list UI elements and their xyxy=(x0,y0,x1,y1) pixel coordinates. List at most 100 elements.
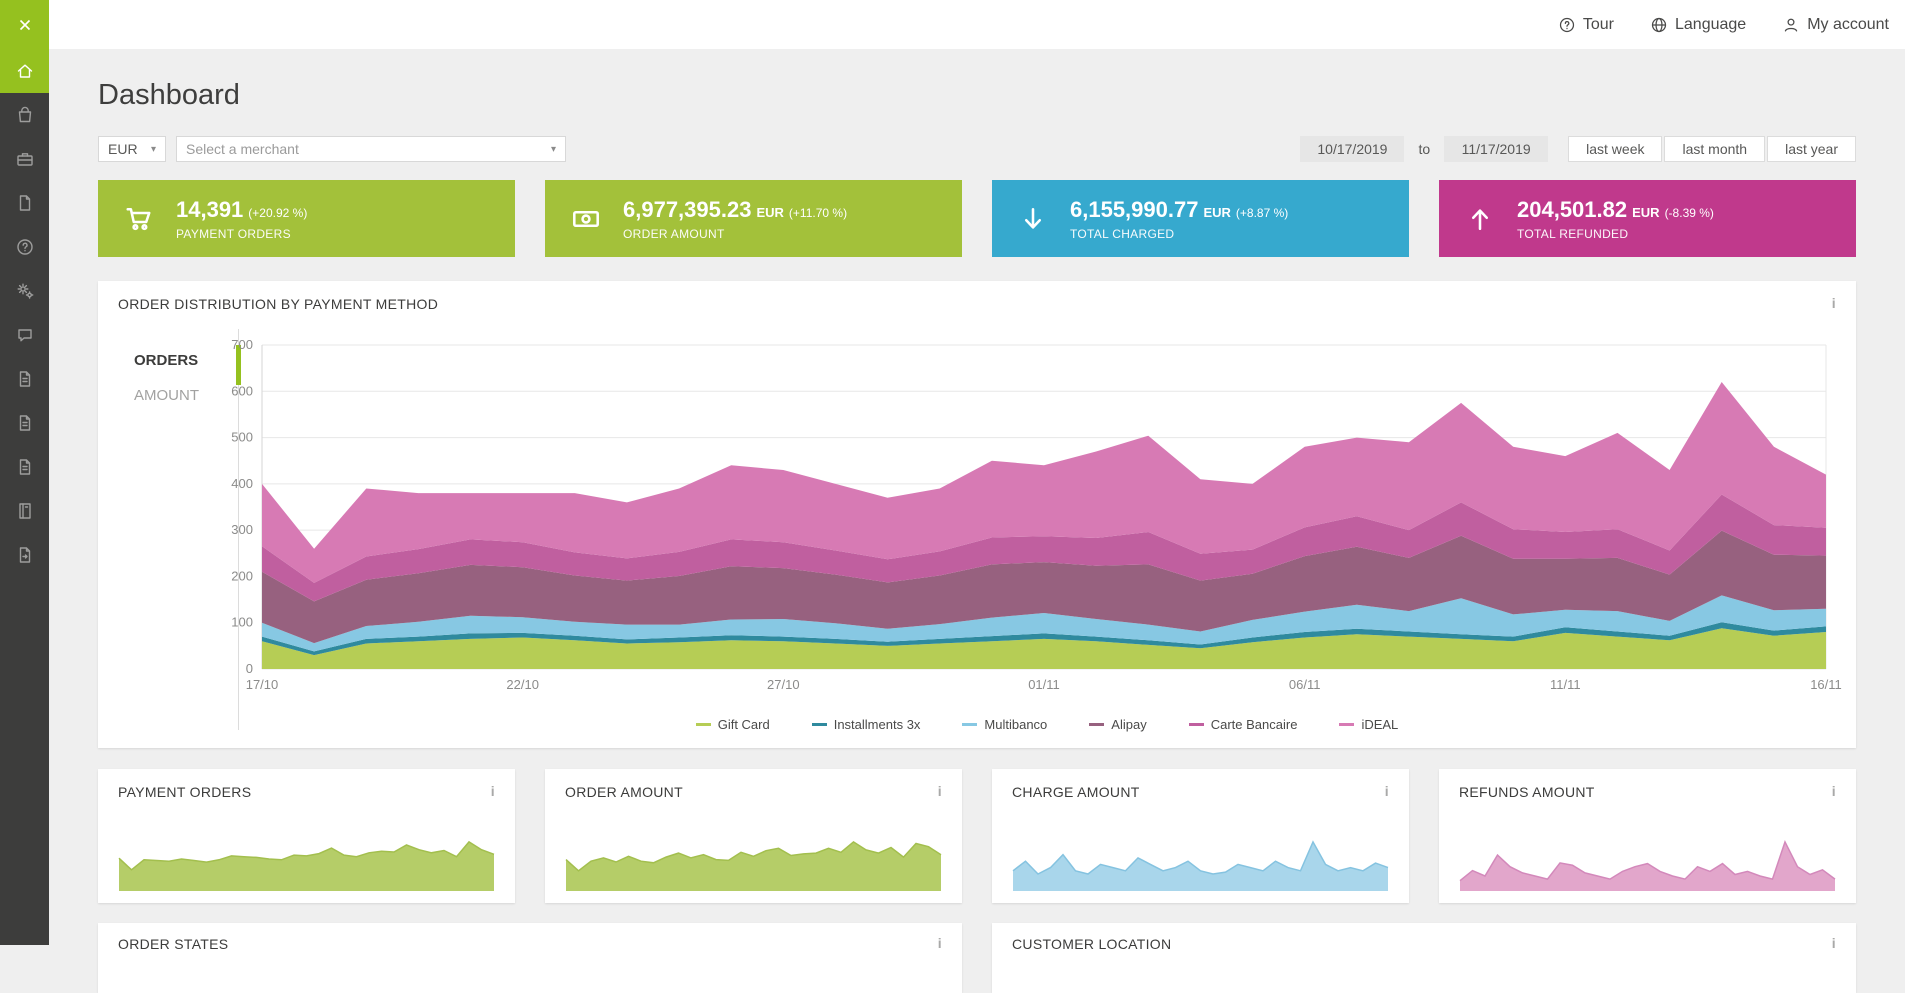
svg-text:400: 400 xyxy=(231,476,253,491)
currency-select[interactable]: EUR ▾ xyxy=(98,136,166,162)
legend-swatch xyxy=(962,723,977,726)
kpi-label: TOTAL CHARGED xyxy=(1070,227,1288,241)
chart-legend: Gift Card Installments 3x Multibanco Alipay… xyxy=(238,717,1856,732)
topbar-items: Tour Language My account xyxy=(1558,16,1889,34)
merchant-placeholder: Select a merchant xyxy=(186,141,299,157)
help-icon xyxy=(15,237,35,257)
globe-icon xyxy=(1650,16,1668,34)
card-title: ORDER AMOUNT xyxy=(565,784,683,800)
legend-item-gift-card[interactable]: Gift Card xyxy=(696,717,770,732)
date-to-input[interactable]: 11/17/2019 xyxy=(1444,136,1548,162)
kpi-label: TOTAL REFUNDED xyxy=(1517,227,1714,241)
legend-item-ideal[interactable]: iDEAL xyxy=(1339,717,1398,732)
kpi-currency: EUR xyxy=(1632,205,1659,220)
svg-text:01/11: 01/11 xyxy=(1028,677,1060,692)
info-icon[interactable]: i xyxy=(938,784,942,798)
card-title: CUSTOMER LOCATION xyxy=(1012,936,1171,952)
kpi-currency: EUR xyxy=(756,205,783,220)
sparkline-chart xyxy=(118,835,495,891)
help-circle-icon xyxy=(1558,16,1576,34)
banknote-icon xyxy=(571,204,601,234)
topbar-tour[interactable]: Tour xyxy=(1558,16,1614,34)
kpi-value: 204,501.82 xyxy=(1517,197,1627,222)
sidebar-item-ledger[interactable] xyxy=(0,489,49,533)
info-icon[interactable]: i xyxy=(491,784,495,798)
sidebar-item-export[interactable] xyxy=(0,533,49,577)
sidebar-item-report-2[interactable] xyxy=(0,401,49,445)
filter-row: EUR ▾ Select a merchant ▾ 10/17/2019 to … xyxy=(98,136,1856,162)
svg-text:27/10: 27/10 xyxy=(767,677,800,692)
svg-text:11/11: 11/11 xyxy=(1550,677,1581,692)
arrow-down-icon xyxy=(1018,204,1048,234)
legend-swatch xyxy=(1339,723,1354,726)
svg-text:300: 300 xyxy=(231,522,253,537)
sidebar-item-chat[interactable] xyxy=(0,313,49,357)
date-from-input[interactable]: 10/17/2019 xyxy=(1300,136,1404,162)
report-2-icon xyxy=(15,413,35,433)
close-icon[interactable] xyxy=(0,0,49,49)
kpi-label: PAYMENT ORDERS xyxy=(176,227,307,241)
legend-label: Gift Card xyxy=(718,717,770,732)
shopping-bag-icon xyxy=(15,105,35,125)
svg-text:200: 200 xyxy=(231,568,253,583)
sidebar-item-briefcase[interactable] xyxy=(0,137,49,181)
card-title: PAYMENT ORDERS xyxy=(118,784,251,800)
sparkline-chart xyxy=(1012,835,1389,891)
legend-swatch xyxy=(1089,723,1104,726)
sidebar-item-report-3[interactable] xyxy=(0,445,49,489)
info-icon[interactable]: i xyxy=(1832,936,1836,950)
card-order-amount: ORDER AMOUNT i xyxy=(545,769,962,903)
sidebar-item-shopping-bag[interactable] xyxy=(0,93,49,137)
legend-label: Carte Bancaire xyxy=(1211,717,1298,732)
info-icon[interactable]: i xyxy=(1832,296,1836,310)
kpi-payment-orders: 14,391(+20.92 %)PAYMENT ORDERS xyxy=(98,180,515,257)
page-title: Dashboard xyxy=(98,79,1856,112)
kpi-delta: (+8.87 %) xyxy=(1236,206,1288,220)
kpi-total-refunded: 204,501.82 EUR (-8.39 %) TOTAL REFUNDED xyxy=(1439,180,1856,257)
kpi-value: 6,155,990.77 xyxy=(1070,197,1198,222)
legend-item-alipay[interactable]: Alipay xyxy=(1089,717,1146,732)
svg-text:17/10: 17/10 xyxy=(246,677,279,692)
range-last-year-button[interactable]: last year xyxy=(1767,136,1856,162)
sparkline-chart xyxy=(565,835,942,891)
card-title: CHARGE AMOUNT xyxy=(1012,784,1140,800)
legend-item-installments-3x[interactable]: Installments 3x xyxy=(812,717,921,732)
legend-swatch xyxy=(1189,723,1204,726)
sidebar-item-help[interactable] xyxy=(0,225,49,269)
sidebar xyxy=(0,0,49,945)
cart-icon xyxy=(124,204,154,234)
info-icon[interactable]: i xyxy=(1385,784,1389,798)
merchant-select[interactable]: Select a merchant ▾ xyxy=(176,136,566,162)
range-last-week-button[interactable]: last week xyxy=(1568,136,1662,162)
sidebar-nav xyxy=(0,49,49,577)
dashboard-page: Dashboard EUR ▾ Select a merchant ▾ 10/1… xyxy=(49,49,1905,993)
card-charge-amount: CHARGE AMOUNT i xyxy=(992,769,1409,903)
info-icon[interactable]: i xyxy=(1832,784,1836,798)
topbar-my-account[interactable]: My account xyxy=(1782,16,1889,34)
svg-text:06/11: 06/11 xyxy=(1289,677,1321,692)
svg-text:500: 500 xyxy=(231,430,253,445)
svg-text:22/10: 22/10 xyxy=(506,677,539,692)
report-3-icon xyxy=(15,457,35,477)
info-icon[interactable]: i xyxy=(938,936,942,950)
sidebar-item-settings[interactable] xyxy=(0,269,49,313)
document-icon xyxy=(15,193,35,213)
kpi-delta: (-8.39 %) xyxy=(1665,206,1714,220)
sidebar-item-document[interactable] xyxy=(0,181,49,225)
legend-item-multibanco[interactable]: Multibanco xyxy=(962,717,1047,732)
sidebar-item-report[interactable] xyxy=(0,357,49,401)
topbar-language[interactable]: Language xyxy=(1650,16,1746,34)
settings-icon xyxy=(15,281,35,301)
sidebar-item-home[interactable] xyxy=(0,49,49,93)
legend-item-carte-bancaire[interactable]: Carte Bancaire xyxy=(1189,717,1298,732)
user-icon xyxy=(1782,16,1800,34)
kpi-label: ORDER AMOUNT xyxy=(623,227,847,241)
range-last-month-button[interactable]: last month xyxy=(1664,136,1765,162)
order-distribution-card: ORDER DISTRIBUTION BY PAYMENT METHOD i O… xyxy=(98,281,1856,748)
currency-value: EUR xyxy=(108,141,138,157)
